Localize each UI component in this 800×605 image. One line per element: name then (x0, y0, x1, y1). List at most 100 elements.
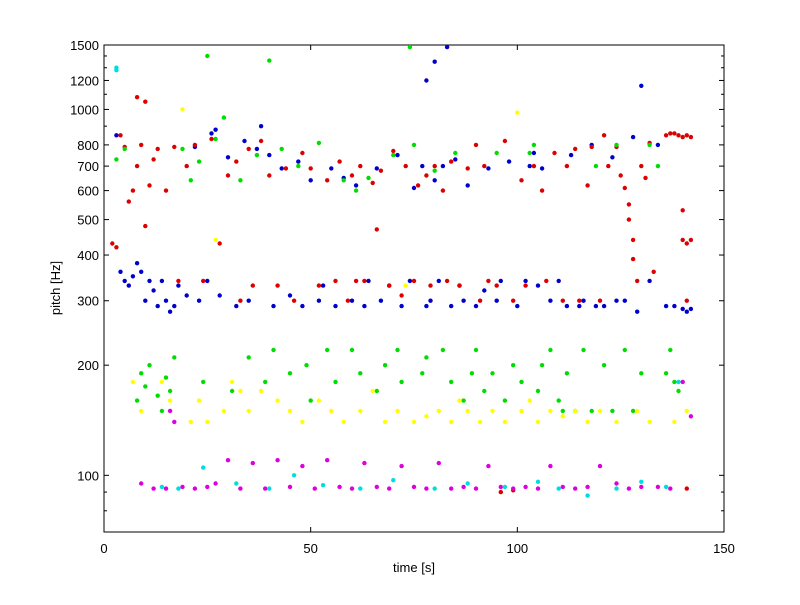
data-point (374, 227, 379, 232)
data-point (167, 309, 173, 314)
data-point (411, 142, 417, 148)
y-tick-label: 100 (77, 468, 99, 483)
data-point (635, 408, 640, 414)
data-point (254, 152, 260, 158)
data-point (163, 375, 169, 380)
data-point (515, 110, 520, 115)
data-point (444, 44, 450, 50)
x-tick-label: 150 (713, 541, 735, 556)
data-point (676, 388, 681, 394)
data-point (411, 185, 417, 191)
data-point (250, 283, 255, 288)
data-point (453, 150, 458, 156)
data-point (552, 150, 557, 156)
data-point (159, 408, 165, 414)
x-axis-ticks: 0 50 100 150 (100, 45, 735, 556)
data-point (374, 166, 379, 171)
data-point (440, 347, 446, 353)
data-point (461, 398, 466, 403)
data-point (263, 486, 268, 491)
data-point (275, 283, 280, 288)
data-point (535, 283, 541, 288)
data-point (477, 419, 483, 425)
data-point (139, 269, 144, 274)
data-point (663, 484, 669, 490)
data-point (234, 159, 239, 164)
data-point (680, 134, 685, 140)
data-point (465, 183, 470, 188)
data-point (172, 303, 177, 309)
data-point (610, 155, 615, 160)
data-point (424, 355, 429, 360)
data-point (531, 163, 537, 169)
data-point (201, 278, 206, 284)
data-point (411, 419, 417, 425)
data-point (366, 175, 371, 181)
data-point (325, 458, 330, 463)
data-point (601, 133, 607, 138)
data-point (399, 463, 404, 469)
data-point (614, 298, 619, 303)
data-point (428, 298, 433, 303)
data-point (283, 166, 289, 171)
data-point (271, 347, 276, 353)
data-point (370, 180, 375, 186)
data-point (308, 178, 313, 183)
data-point (320, 483, 326, 488)
data-point (585, 183, 590, 188)
data-point (399, 379, 404, 385)
data-point (320, 283, 326, 288)
data-point (473, 347, 479, 353)
data-point (358, 408, 363, 414)
y-tick-label: 1000 (70, 102, 99, 117)
data-point (234, 303, 239, 309)
data-point (163, 298, 169, 303)
data-point (680, 208, 685, 213)
data-point (490, 408, 495, 414)
data-point (126, 283, 131, 288)
data-point (556, 398, 561, 403)
data-point (630, 237, 636, 243)
data-point (118, 133, 123, 138)
data-point (457, 398, 462, 403)
data-point (473, 142, 479, 148)
data-point (254, 146, 260, 152)
data-point (564, 163, 570, 169)
data-point (180, 146, 185, 152)
data-point (635, 309, 640, 314)
data-point (531, 142, 537, 148)
data-point (279, 146, 284, 152)
data-point (209, 131, 214, 136)
data-point (519, 408, 524, 414)
data-point (221, 115, 227, 120)
data-point (424, 303, 429, 309)
data-point (688, 414, 694, 419)
data-point (622, 298, 627, 303)
data-point (213, 481, 218, 486)
data-point (614, 486, 619, 491)
data-point (548, 298, 553, 303)
data-point (502, 419, 508, 425)
data-point (387, 283, 392, 288)
data-point (258, 138, 264, 144)
data-point (548, 408, 553, 414)
data-point (126, 199, 131, 204)
data-point (523, 278, 528, 284)
data-point (473, 303, 479, 309)
data-point (139, 481, 144, 486)
data-point (151, 288, 156, 293)
data-point (114, 65, 119, 70)
data-point (387, 486, 392, 491)
data-point (424, 414, 429, 419)
data-point (531, 150, 537, 156)
data-point (134, 163, 140, 169)
data-point (635, 278, 640, 284)
data-point (444, 278, 450, 284)
data-point (353, 183, 359, 188)
data-point (601, 363, 607, 368)
data-point (246, 408, 251, 414)
data-point (618, 173, 623, 178)
data-point (184, 293, 189, 298)
data-point (672, 131, 677, 136)
